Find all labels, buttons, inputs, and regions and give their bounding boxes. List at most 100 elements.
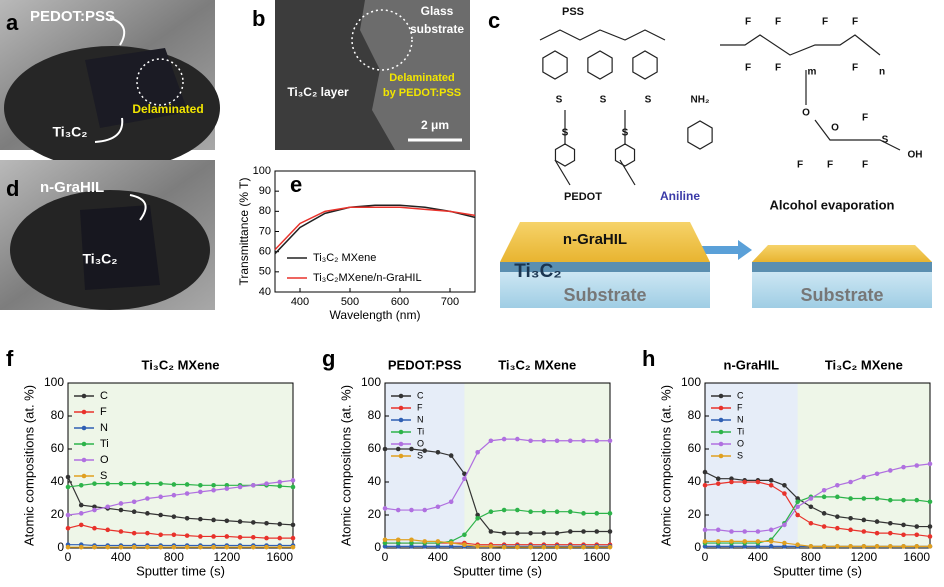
atom-label: F [852, 63, 858, 74]
data-point [782, 483, 787, 488]
data-point [118, 529, 124, 534]
y-tick-label: 80 [259, 205, 271, 217]
legend-label: S [737, 450, 743, 460]
ring [687, 120, 713, 150]
x-axis-label: Wavelength (nm) [330, 308, 421, 322]
data-point [237, 519, 243, 524]
data-point [198, 483, 203, 488]
annotation: Ti₃C₂ [514, 261, 562, 282]
data-point [768, 483, 774, 488]
data-point [887, 530, 893, 536]
data-point [264, 481, 269, 486]
data-point [594, 438, 600, 444]
data-point [184, 491, 190, 496]
data-point [567, 509, 573, 514]
atom-label: F [862, 160, 868, 171]
data-point [914, 497, 920, 503]
data-point [264, 535, 269, 541]
data-point [184, 544, 190, 550]
y-tick-label: 20 [368, 507, 382, 521]
legend-label: F [417, 402, 423, 412]
panel-label: h [642, 346, 655, 371]
data-point [171, 514, 177, 519]
data-point [475, 516, 480, 521]
annotation: Ti₃C₂ layer [287, 85, 349, 99]
x-tick-label: 800 [801, 550, 821, 564]
legend-label: O [737, 438, 744, 448]
data-point [808, 544, 814, 549]
y-tick-label: 0 [57, 540, 64, 554]
data-point [409, 537, 414, 543]
data-point [887, 468, 893, 473]
legend-label: C [737, 390, 744, 400]
data-point [224, 486, 230, 491]
data-point [488, 438, 494, 444]
data-point [607, 529, 613, 534]
data-point [488, 529, 494, 534]
y-tick-label: 90 [259, 185, 271, 197]
atom-label: F [745, 17, 751, 28]
data-point [277, 479, 283, 485]
data-point [581, 438, 586, 444]
data-point [250, 483, 256, 488]
legend-label: N [100, 422, 108, 434]
data-point [395, 537, 401, 543]
annotation: PEDOT [564, 191, 602, 203]
annotation: Delaminated [389, 72, 454, 84]
data-point [131, 509, 137, 514]
y-tick-label: 50 [259, 266, 271, 278]
data-point [92, 507, 97, 513]
y-tick-label: 0 [374, 540, 381, 554]
data-point [448, 453, 454, 458]
data-point [782, 491, 787, 496]
data-point [118, 544, 124, 550]
data-point [554, 530, 560, 536]
data-point [808, 520, 814, 526]
x-tick-label: 0 [702, 550, 709, 564]
data-point [264, 544, 269, 550]
data-point [768, 539, 774, 544]
data-point [848, 496, 853, 501]
data-point [171, 492, 177, 498]
data-point [488, 544, 494, 549]
data-point [515, 544, 520, 550]
data-point [78, 483, 84, 488]
data-point [145, 544, 150, 550]
data-point [382, 544, 388, 549]
x-tick-label: 1600 [903, 550, 930, 564]
legend-marker [718, 393, 724, 399]
data-point [702, 544, 708, 549]
data-point [78, 511, 84, 516]
y-tick-label: 80 [368, 408, 382, 422]
x-tick-label: 800 [481, 550, 501, 564]
data-point [795, 512, 800, 518]
data-point [462, 471, 467, 477]
data-point [462, 476, 467, 482]
plot-frame [67, 382, 294, 549]
data-point [475, 450, 480, 455]
data-point [581, 529, 586, 534]
data-point [715, 544, 721, 549]
legend-marker [398, 393, 404, 399]
data-point [742, 544, 748, 549]
data-point [290, 535, 296, 541]
data-point [729, 479, 734, 485]
y-axis-label: Atomic compositions (at. %) [338, 385, 353, 546]
data-point [501, 544, 507, 550]
data-point [184, 533, 190, 538]
data-point [567, 438, 573, 444]
schematic-c [500, 29, 932, 308]
atom-label: F [822, 17, 828, 28]
series-line [274, 204, 476, 255]
data-point [567, 529, 573, 534]
data-point [927, 524, 933, 529]
data-point [224, 518, 230, 524]
data-point [782, 544, 787, 549]
data-point [541, 438, 547, 444]
data-point [901, 522, 906, 528]
legend-label: F [100, 406, 107, 418]
data-point [145, 530, 150, 536]
data-point [901, 464, 906, 470]
data-point [927, 461, 933, 467]
legend-label: Ti₃C₂MXene/n-GraHIL [313, 272, 422, 284]
